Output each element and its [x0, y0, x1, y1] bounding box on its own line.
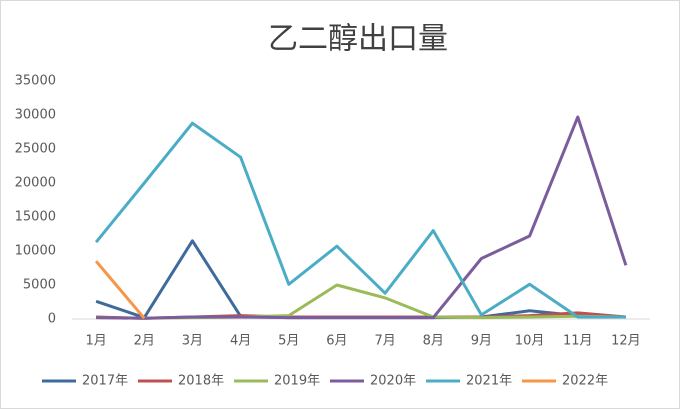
legend-label: 2019年 [274, 374, 320, 389]
legend-label: 2020年 [370, 374, 416, 389]
series-line [94, 260, 146, 320]
y-tick-label: 0 [48, 312, 56, 327]
y-tick-label: 30000 [15, 108, 56, 123]
y-tick-label: 5000 [23, 278, 56, 293]
x-tick-label: 1月 [85, 334, 106, 349]
x-tick-label: 3月 [182, 334, 203, 349]
x-tick-label: 11月 [563, 334, 593, 349]
series-line [94, 121, 626, 319]
y-tick-label: 10000 [15, 244, 56, 259]
y-tick-label: 35000 [15, 74, 56, 89]
x-tick-label: 2月 [134, 334, 155, 349]
legend-label: 2021年 [466, 374, 512, 389]
legend-label: 2018年 [178, 374, 224, 389]
series-line [96, 115, 628, 320]
y-tick-label: 25000 [15, 142, 56, 157]
x-tick-label: 8月 [423, 334, 444, 349]
legend-label: 2017年 [82, 374, 128, 389]
x-tick-label: 9月 [471, 334, 492, 349]
legend-label: 2022年 [562, 374, 608, 389]
chart-title: 乙二醇出口量 [268, 22, 448, 57]
x-tick-label: 4月 [230, 334, 251, 349]
x-tick-label: 12月 [611, 334, 641, 349]
x-tick-label: 7月 [374, 334, 395, 349]
y-tick-label: 20000 [15, 176, 56, 191]
x-tick-label: 10月 [515, 334, 545, 349]
x-tick-label: 5月 [278, 334, 299, 349]
y-tick-label: 15000 [15, 210, 56, 225]
x-tick-label: 6月 [326, 334, 347, 349]
